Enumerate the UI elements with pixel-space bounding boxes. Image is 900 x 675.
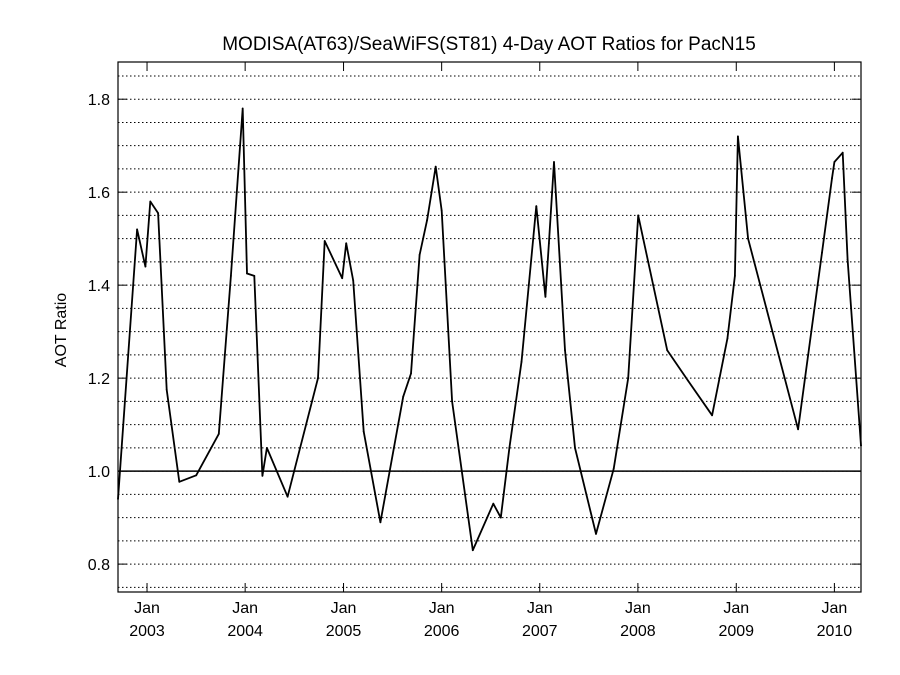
data-point	[451, 400, 453, 403]
data-point	[499, 516, 502, 519]
data-point	[136, 228, 139, 231]
x-tick-label-month: Jan	[821, 600, 847, 617]
data-point	[178, 480, 181, 483]
data-point	[434, 165, 437, 168]
series-line	[117, 107, 862, 552]
data-point	[471, 549, 474, 552]
x-tick-label-year: 2007	[522, 623, 558, 640]
data-point	[846, 258, 849, 261]
data-point	[402, 395, 405, 398]
x-axis: Jan 2003 Jan 2004 Jan 2005 Jan 2006 Jan 2007 Jan 20…	[129, 62, 852, 640]
data-point	[379, 521, 382, 524]
data-point	[612, 467, 615, 470]
data-point	[165, 388, 168, 391]
data-point	[595, 533, 597, 535]
x-tick-label-month: Jan	[429, 600, 455, 617]
x-tick-label-month: Jan	[134, 600, 160, 617]
data-point	[535, 205, 538, 208]
data-point	[217, 433, 220, 435]
x-tick-label-year: 2005	[326, 623, 362, 640]
x-tick-label-month: Jan	[723, 600, 749, 617]
data-point	[574, 447, 576, 449]
data-point	[246, 272, 248, 275]
data-point	[261, 474, 264, 477]
x-tick-label-year: 2004	[227, 623, 263, 640]
x-tick-label-month: Jan	[331, 600, 357, 617]
y-tick-label: 1.4	[88, 278, 110, 295]
data-point	[317, 377, 319, 379]
data-point	[637, 214, 640, 217]
y-axis-label: AOT Ratio	[53, 293, 70, 368]
data-point	[627, 377, 630, 379]
y-tick-label: 1.8	[88, 92, 110, 109]
y-tick-label: 1.6	[88, 185, 110, 202]
data-point	[687, 379, 689, 382]
data-point	[241, 107, 244, 110]
data-point	[286, 495, 289, 498]
data-point	[666, 349, 669, 352]
data-point	[144, 265, 147, 268]
data-point	[195, 474, 198, 477]
y-tick-label: 1.0	[88, 464, 110, 481]
x-tick-label-month: Jan	[232, 600, 258, 617]
x-tick-label-year: 2006	[424, 623, 460, 640]
data-point	[410, 372, 412, 375]
data-point	[797, 428, 799, 431]
y-tick-label: 0.8	[88, 557, 110, 574]
data-point	[345, 242, 348, 245]
plot-frame	[117, 61, 862, 593]
x-tick-label-month: Jan	[625, 600, 651, 617]
y-tick-label: 1.2	[88, 371, 110, 388]
data-point	[726, 337, 729, 340]
data-point	[266, 447, 268, 449]
data-point	[157, 212, 160, 215]
x-tick-label-year: 2009	[718, 623, 754, 640]
data-point	[426, 219, 428, 222]
data-point	[564, 349, 566, 352]
data-point	[323, 240, 326, 242]
data-point	[492, 502, 495, 505]
data-point	[711, 414, 713, 417]
x-tick-label-year: 2003	[129, 623, 165, 640]
data-point	[747, 237, 749, 240]
data-point	[548, 242, 550, 245]
data-point	[821, 251, 823, 254]
data-point	[341, 277, 344, 280]
data-point	[440, 209, 443, 212]
x-tick-label-year: 2008	[620, 623, 656, 640]
series-points	[117, 107, 862, 552]
data-point	[253, 275, 256, 277]
data-point	[831, 177, 833, 180]
data-point	[833, 161, 836, 163]
data-point	[544, 295, 547, 298]
chart-title: MODISA(AT63)/SeaWiFS(ST81) 4-Day AOT Rat…	[222, 34, 756, 55]
data-point	[149, 200, 152, 203]
data-point	[841, 151, 844, 154]
data-point	[520, 361, 523, 363]
data-point	[508, 447, 511, 449]
x-tick-label-year: 2010	[817, 623, 853, 640]
x-tick-label-month: Jan	[527, 600, 553, 617]
data-point	[362, 430, 365, 433]
data-point	[418, 254, 421, 256]
data-point	[737, 135, 739, 138]
y-axis: 0.8 1.0 1.2 1.4 1.6 1.8	[88, 92, 861, 574]
data-point	[553, 161, 555, 163]
data-point	[230, 275, 232, 277]
data-point	[734, 275, 736, 277]
data-point	[352, 279, 355, 282]
